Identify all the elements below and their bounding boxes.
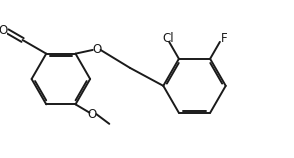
Text: F: F <box>220 33 227 46</box>
Text: O: O <box>88 108 97 121</box>
Text: O: O <box>92 43 101 56</box>
Text: Cl: Cl <box>162 31 174 45</box>
Text: O: O <box>0 24 8 37</box>
